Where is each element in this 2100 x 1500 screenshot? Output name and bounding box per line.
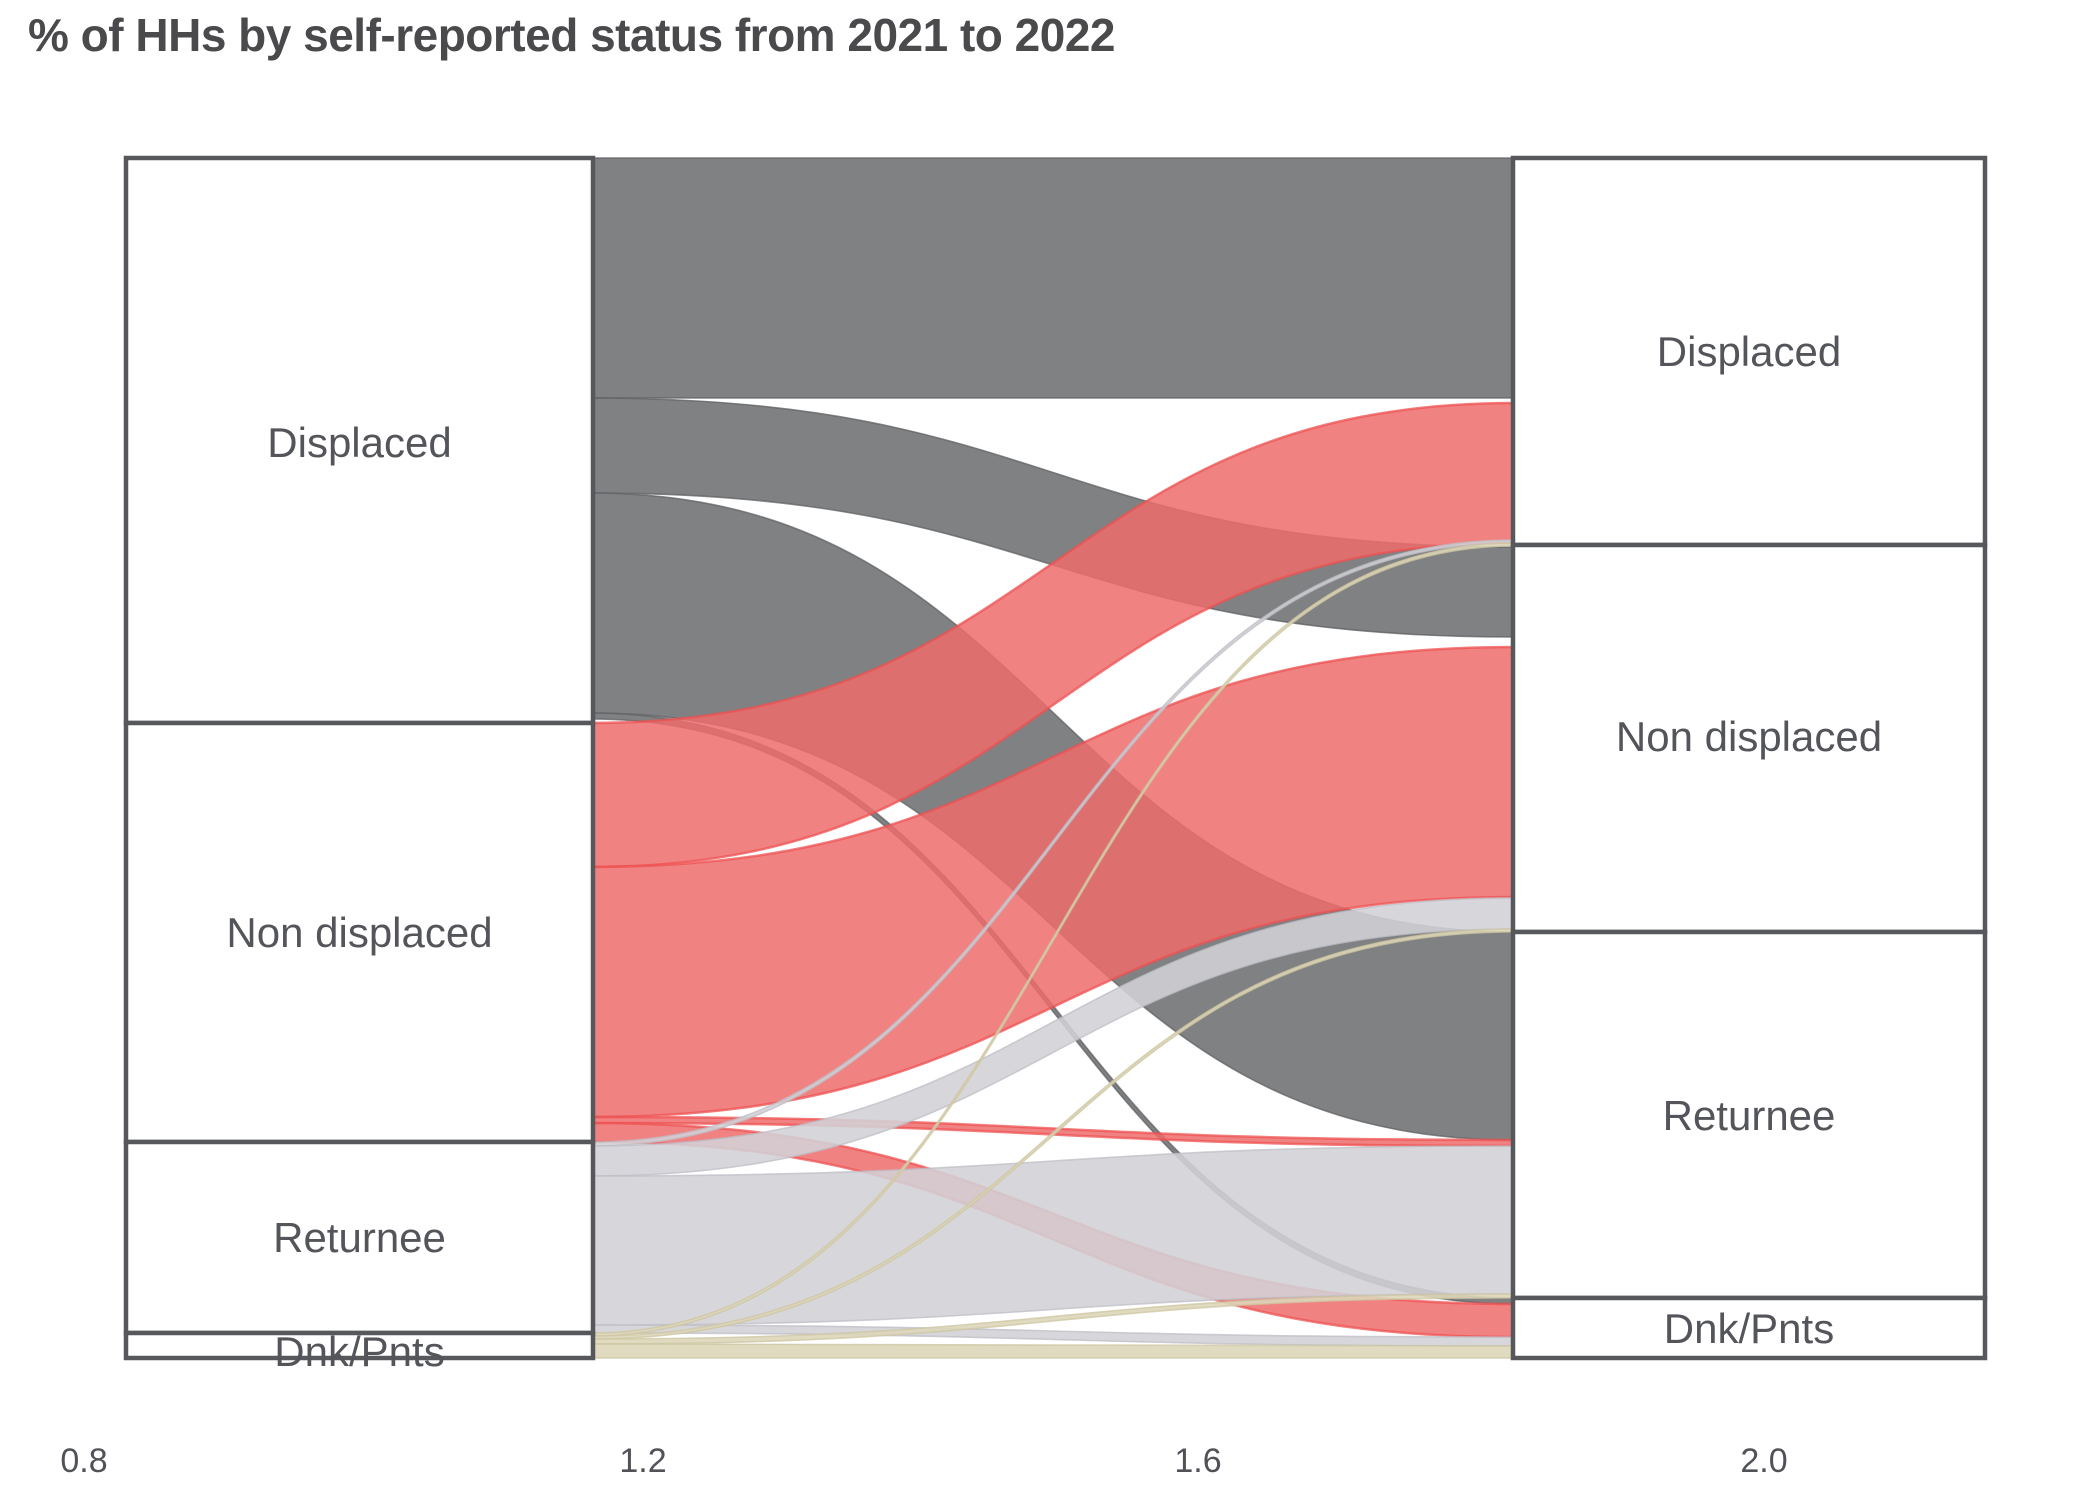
node-2022-dnk-pnts[interactable]	[1510, 1295, 1988, 1361]
node-label-2022-displaced: Displaced	[1657, 328, 1841, 375]
node-label-2021-dnk-pnts: Dnk/Pnts	[274, 1328, 444, 1375]
node-2022-displaced[interactable]	[1510, 155, 1988, 548]
x-tick-0-8: 0.8	[60, 1442, 107, 1480]
node-label-2022-returnee: Returnee	[1663, 1092, 1836, 1139]
node-2022-non-displaced[interactable]	[1510, 542, 1988, 935]
node-2021-displaced[interactable]	[123, 155, 596, 726]
node-2021-non-displaced[interactable]	[123, 720, 596, 1145]
node-2021-dnk-pnts[interactable]	[123, 1330, 596, 1361]
chart-title: % of HHs by self-reported status from 20…	[28, 9, 1116, 61]
x-tick-1-6: 1.6	[1174, 1442, 1221, 1480]
node-label-2022-dnk-pnts: Dnk/Pnts	[1664, 1305, 1834, 1352]
x-tick-1-2: 1.2	[619, 1442, 666, 1480]
x-tick-2-0: 2.0	[1740, 1442, 1787, 1480]
node-2021-returnee[interactable]	[123, 1139, 596, 1336]
node-label-2022-non-displaced: Non displaced	[1616, 713, 1882, 760]
flow-dnk-pnts-to-dnk-pnts[interactable]	[590, 1343, 1516, 1359]
node-label-2021-non-displaced: Non displaced	[226, 909, 492, 956]
node-label-2021-returnee: Returnee	[273, 1214, 446, 1261]
flow-displaced-to-displaced[interactable]	[590, 157, 1516, 399]
node-label-2021-displaced: Displaced	[267, 419, 451, 466]
node-2022-returnee[interactable]	[1510, 929, 1988, 1301]
